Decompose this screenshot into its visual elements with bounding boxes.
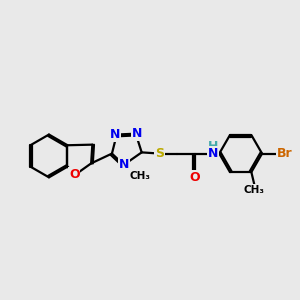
Text: O: O xyxy=(69,168,80,181)
Text: N: N xyxy=(119,158,129,171)
Text: Br: Br xyxy=(277,147,292,160)
Text: CH₃: CH₃ xyxy=(244,185,265,195)
Text: N: N xyxy=(110,128,120,141)
Text: H: H xyxy=(208,140,218,153)
Text: N: N xyxy=(132,127,142,140)
Text: S: S xyxy=(155,147,164,160)
Text: N: N xyxy=(208,147,218,160)
Text: O: O xyxy=(190,171,200,184)
Text: CH₃: CH₃ xyxy=(129,171,150,181)
